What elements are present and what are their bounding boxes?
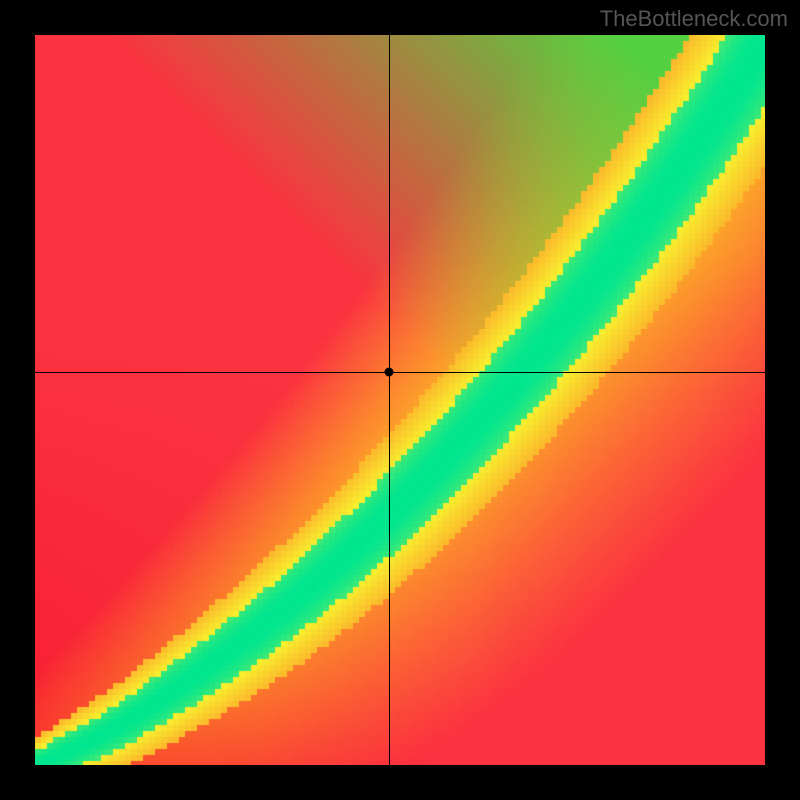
crosshair-marker bbox=[385, 368, 394, 377]
crosshair-vertical bbox=[389, 35, 390, 765]
heatmap-plot bbox=[35, 35, 765, 765]
chart-container: TheBottleneck.com bbox=[0, 0, 800, 800]
watermark-text: TheBottleneck.com bbox=[600, 6, 788, 32]
crosshair-horizontal bbox=[35, 372, 765, 373]
heatmap-canvas bbox=[35, 35, 765, 765]
